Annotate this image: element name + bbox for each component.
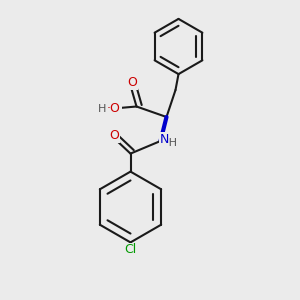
Text: N: N <box>159 133 169 146</box>
Text: O: O <box>127 76 137 89</box>
Text: O: O <box>109 129 119 142</box>
Text: ·H: ·H <box>166 138 178 148</box>
Text: Cl: Cl <box>124 243 136 256</box>
Text: H: H <box>98 103 106 114</box>
Text: ·O: ·O <box>107 102 121 115</box>
